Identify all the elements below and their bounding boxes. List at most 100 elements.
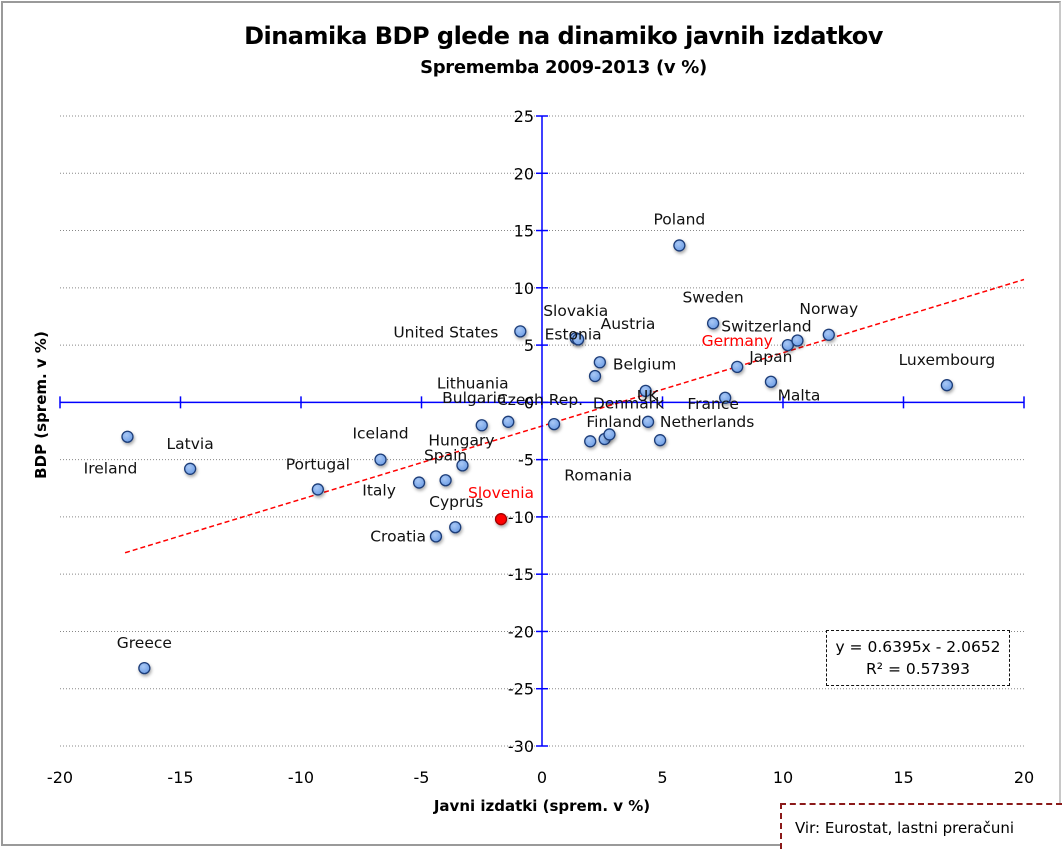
- y-tick-label: -10: [508, 508, 534, 527]
- point-label: Slovakia: [543, 302, 608, 320]
- data-point: [593, 356, 606, 369]
- y-axis-title: BDP (sprem. v %): [32, 331, 50, 479]
- data-points: [121, 239, 954, 675]
- trendline: [124, 278, 1025, 554]
- data-point: [791, 334, 804, 347]
- point-label: Germany: [702, 332, 773, 350]
- point-label: Slovenia: [468, 484, 534, 502]
- trendline-r-squared: R² = 0.57393: [866, 660, 970, 678]
- point-label: Japan: [748, 348, 792, 366]
- data-point: [121, 430, 134, 443]
- y-tick-label: 25: [514, 107, 534, 126]
- point-label: Norway: [799, 300, 858, 318]
- point-label: Czech Rep.: [497, 391, 583, 409]
- point-label: Sweden: [682, 288, 743, 306]
- data-point: [183, 462, 197, 475]
- y-tick-label: -5: [518, 451, 534, 470]
- data-point: [653, 434, 667, 447]
- data-point: [706, 317, 720, 330]
- point-label: Latvia: [167, 435, 214, 453]
- data-point: [514, 325, 527, 338]
- point-label: Hungary: [428, 431, 494, 449]
- y-tick-label: -30: [508, 737, 534, 756]
- data-point: [719, 391, 732, 404]
- data-point: [584, 435, 597, 448]
- x-tick-label: 20: [1014, 768, 1034, 787]
- point-label: France: [687, 395, 739, 413]
- data-point: [494, 513, 508, 526]
- trendline-equation: y = 0.6395x - 2.0652: [835, 638, 1001, 656]
- point-label: Iceland: [352, 425, 408, 443]
- point-label: Romania: [564, 466, 632, 484]
- point-label: Malta: [778, 387, 821, 405]
- point-label: Austria: [601, 315, 656, 333]
- point-label: UK: [637, 387, 659, 405]
- data-point: [673, 239, 686, 252]
- y-tick-label: -15: [508, 565, 534, 584]
- data-point: [439, 474, 452, 487]
- x-tick-label: -10: [288, 768, 314, 787]
- x-tick-label: 15: [893, 768, 913, 787]
- x-tick-label: 5: [657, 768, 667, 787]
- point-label: Italy: [362, 482, 396, 500]
- data-point: [588, 369, 602, 383]
- point-label: Spain: [424, 446, 467, 464]
- point-label: Bulgaria: [442, 389, 506, 407]
- y-tick-label: 10: [514, 279, 534, 298]
- data-point: [456, 459, 469, 472]
- point-label: Netherlands: [660, 413, 754, 431]
- point-label: United States: [393, 323, 498, 341]
- data-point: [547, 417, 561, 431]
- point-label: Greece: [117, 634, 172, 652]
- data-point: [138, 661, 151, 675]
- point-label: Denmark: [593, 394, 664, 412]
- point-label: Croatia: [370, 527, 426, 545]
- x-tick-label: 10: [773, 768, 793, 787]
- data-point: [781, 338, 794, 352]
- point-label: Switzerland: [721, 318, 811, 336]
- x-tick-label: -20: [47, 768, 73, 787]
- point-label: Estonia: [545, 325, 602, 343]
- trendline-equation-box: y = 0.6395x - 2.0652 R² = 0.57393: [826, 630, 1010, 686]
- chart-subtitle: Sprememba 2009-2013 (v %): [420, 57, 707, 78]
- data-point: [603, 428, 616, 441]
- data-point: [822, 328, 835, 341]
- data-point: [639, 384, 652, 398]
- tick-labels: -20 -15 -10 -5 0 5 10 15 20 25 20 15 10 5 0 -5 -10 -15 -20…: [47, 107, 1034, 787]
- y-tick-label: 0: [524, 393, 534, 412]
- point-label: Finland: [586, 413, 641, 431]
- y-tick-label: -25: [508, 680, 534, 699]
- y-tick-label: -20: [508, 622, 534, 641]
- data-point: [311, 483, 325, 496]
- data-point: [429, 530, 443, 543]
- data-point: [940, 379, 954, 392]
- y-tick-label: 20: [514, 164, 534, 183]
- point-label: Poland: [653, 210, 705, 228]
- data-point: [764, 375, 778, 388]
- point-label: Luxembourg: [899, 351, 996, 369]
- data-point: [731, 360, 744, 374]
- point-label: Cyprus: [429, 493, 483, 511]
- x-tick-label: -15: [167, 768, 193, 787]
- point-label: Lithuania: [437, 374, 509, 392]
- y-tick-label: 15: [514, 222, 534, 241]
- data-point: [641, 415, 655, 428]
- data-point: [475, 419, 488, 432]
- data-point: [374, 453, 387, 466]
- point-label: Portugal: [286, 455, 350, 473]
- data-point: [412, 476, 426, 489]
- chart-title: Dinamika BDP glede na dinamiko javnih iz…: [244, 22, 883, 50]
- x-axis-title: Javni izdatki (sprem. v %): [433, 797, 650, 815]
- source-note: Vir: Eurostat, lastni preračuni: [780, 803, 1062, 849]
- data-point: [572, 333, 585, 346]
- data-point: [449, 521, 462, 534]
- x-tick-label: 0: [537, 768, 547, 787]
- point-label: Ireland: [84, 460, 138, 478]
- data-point: [502, 415, 515, 428]
- point-label: Belgium: [613, 355, 677, 373]
- x-tick-label: -5: [414, 768, 430, 787]
- y-tick-label: 5: [524, 336, 534, 355]
